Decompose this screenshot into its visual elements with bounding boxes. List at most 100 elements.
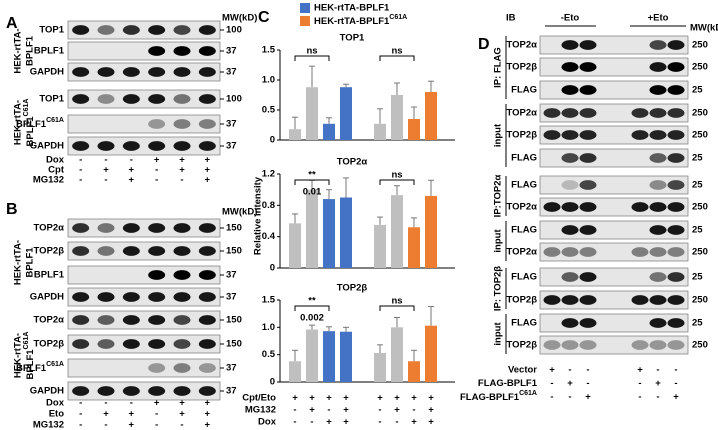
cell-line-label-main: BPLF1 [25, 116, 36, 147]
mw-label: 250 [692, 202, 708, 213]
band [148, 270, 166, 280]
band [561, 180, 579, 190]
treatment-label: Cpt [48, 165, 65, 176]
panel-letter: C [258, 9, 270, 26]
blot-strip [539, 290, 689, 310]
band [649, 295, 667, 305]
treatment-sign: - [586, 365, 589, 376]
mw-label: 37 [226, 363, 237, 374]
treatment-sign: - [155, 175, 158, 186]
blot-strip [67, 287, 221, 307]
treatment-sign: + [411, 393, 417, 404]
band [148, 94, 166, 104]
band [649, 40, 667, 50]
protein-label: TOP2α [507, 202, 538, 213]
p-value: 0.01 [303, 187, 322, 198]
cell-line-label-sup: C61A [23, 332, 30, 350]
protein-label: TOP1 [39, 94, 64, 105]
mw-label: 250 [692, 130, 708, 141]
group-label: IP: FLAG [493, 47, 504, 88]
band [579, 318, 597, 328]
treatment-sign: - [104, 398, 107, 409]
band [631, 340, 649, 350]
treatment-sign: + [154, 155, 160, 166]
y-tick-label: 1.0 [262, 75, 275, 86]
blot-strip [539, 57, 689, 77]
bar [408, 361, 420, 382]
band [631, 108, 649, 118]
treatment-sign: - [155, 409, 158, 420]
treatment-sign: + [103, 165, 109, 176]
protein-label: TOP2β [507, 130, 538, 141]
bracket [294, 179, 330, 185]
band [72, 141, 90, 151]
cell-line-label: HEK-rtTA- [13, 28, 24, 73]
band [173, 25, 191, 35]
treatment-sign: - [79, 409, 82, 420]
protein-label: TOP2α [34, 223, 65, 234]
band [148, 339, 166, 349]
treatment-label: MG132 [245, 405, 276, 416]
band [173, 141, 191, 151]
cell-line-label: BPLF1 [25, 35, 36, 66]
treatment-sign: - [327, 405, 330, 416]
mw-label: 150 [226, 223, 242, 234]
legend-swatch [300, 16, 310, 26]
bar [306, 87, 318, 140]
treatment-sign: - [378, 417, 381, 428]
band [72, 246, 90, 256]
band [97, 386, 115, 396]
bar [323, 123, 335, 140]
band [579, 295, 597, 305]
bar [323, 199, 335, 268]
mw-label: 100 [226, 94, 242, 105]
band [649, 272, 667, 282]
mw-label: 25 [692, 318, 703, 329]
band [173, 246, 191, 256]
treatment-sign: - [104, 155, 107, 166]
band [667, 202, 685, 212]
treatment-sign: + [309, 405, 315, 416]
bar [374, 353, 386, 382]
cell-line-label: HEK-rtTA- [13, 333, 24, 378]
band [649, 62, 667, 72]
mw-label: 37 [226, 386, 237, 397]
protein-label: GAPDH [30, 67, 64, 78]
treatment-sign: - [674, 378, 677, 389]
band [543, 340, 561, 350]
protein-label: TOP2α [34, 315, 65, 326]
treatment-sign: + [394, 393, 400, 404]
protein-label: TOP2β [34, 339, 65, 350]
treatment-sign: - [79, 165, 82, 176]
blot-strip [67, 310, 221, 330]
band [122, 315, 140, 325]
treatment-sign: - [412, 405, 415, 416]
mw-header: MW(kD) [690, 23, 718, 34]
band [561, 130, 579, 140]
band [561, 202, 579, 212]
legend-swatch [300, 3, 310, 13]
protein-label: BPLF1C61A [16, 361, 64, 373]
cell-line-label: HEK-rtTA- [13, 240, 24, 285]
protein-label: TOP2β [34, 246, 65, 257]
y-tick-label: 0.4 [262, 231, 276, 242]
protein-label: GAPDH [30, 386, 64, 397]
bar [289, 223, 301, 268]
treatment-sign: + [637, 365, 643, 376]
band [72, 25, 90, 35]
blot-strip [67, 62, 221, 82]
treatment-sign: + [549, 365, 555, 376]
band [122, 386, 140, 396]
y-tick-label: 1.0 [262, 322, 275, 333]
band [72, 223, 90, 233]
blot-strip [67, 241, 221, 261]
blot-strip [67, 41, 221, 61]
protein-label: TOP2β [507, 295, 538, 306]
band [649, 130, 667, 140]
band [543, 247, 561, 257]
band [667, 318, 685, 328]
band [148, 46, 166, 56]
mw-label: 37 [226, 46, 237, 57]
bar [289, 361, 301, 382]
treatment-sign: + [343, 405, 349, 416]
